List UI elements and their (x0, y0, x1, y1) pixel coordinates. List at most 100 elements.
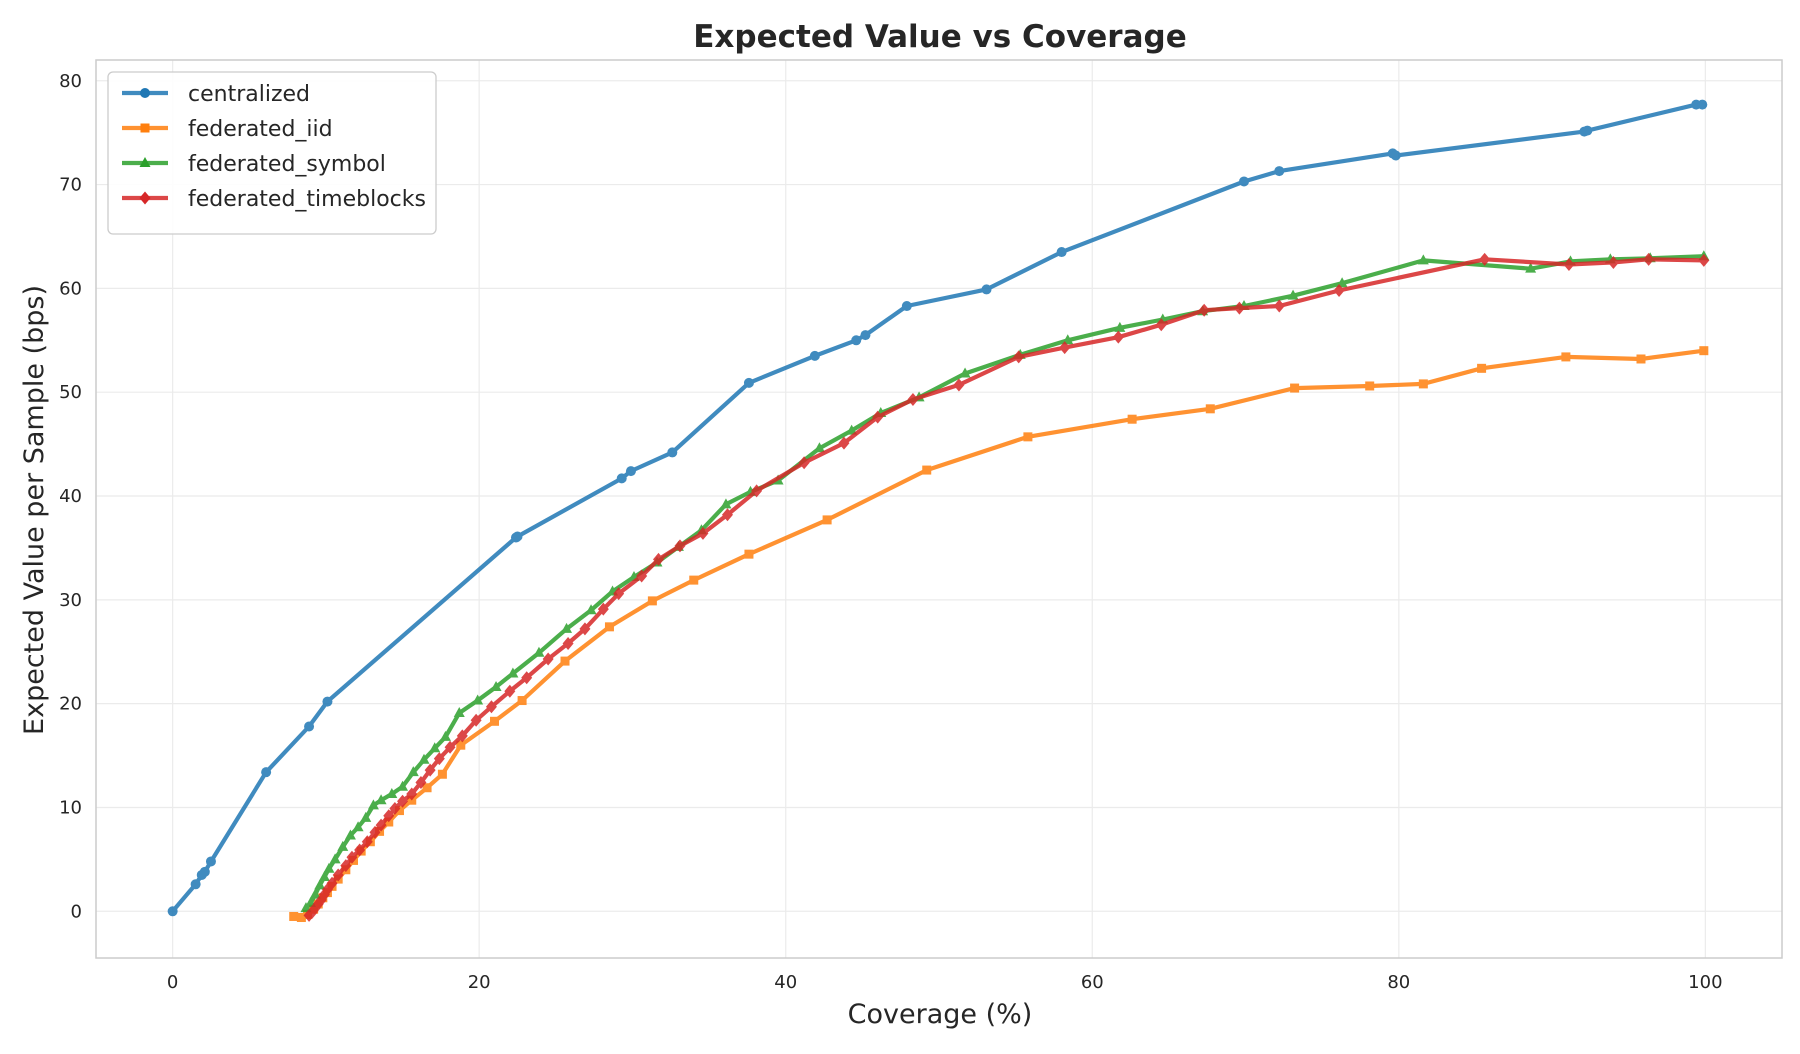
series-federated_timeblocks (303, 252, 1710, 922)
legend-label: federated_iid (188, 117, 333, 142)
data-point-federated_symbol (375, 794, 387, 805)
data-point-federated_symbol (429, 742, 441, 753)
y-tick-label: 20 (59, 694, 82, 715)
data-point-federated_symbol (1525, 262, 1537, 273)
y-tick-label: 70 (59, 175, 82, 196)
data-point-federated_symbol (367, 799, 379, 810)
data-point-federated_timeblocks (597, 602, 609, 616)
data-point-centralized (901, 301, 912, 312)
data-point-federated_timeblocks (1198, 303, 1210, 317)
data-point-centralized (167, 906, 178, 917)
data-point-federated_iid (822, 515, 832, 525)
data-point-federated_timeblocks (406, 787, 418, 801)
x-axis-label: Coverage (%) (848, 999, 1033, 1030)
data-point-federated_timeblocks (332, 868, 344, 882)
data-point-centralized (743, 377, 754, 388)
data-point-federated_timeblocks (872, 410, 884, 424)
data-point-federated_timeblocks (326, 876, 338, 890)
data-point-federated_symbol (344, 829, 356, 840)
data-point-federated_timeblocks (1563, 258, 1575, 272)
data-point-federated_timeblocks (354, 843, 366, 857)
data-point-federated_timeblocks (1155, 318, 1167, 332)
x-tick-label: 20 (468, 972, 491, 993)
data-point-federated_timeblocks (389, 802, 401, 816)
data-point-federated_timeblocks (470, 713, 482, 727)
data-point-federated_symbol (533, 646, 545, 657)
y-tick-label: 30 (59, 590, 82, 611)
legend-marker (139, 157, 151, 167)
data-point-federated_iid (1636, 354, 1646, 364)
data-point-centralized (860, 330, 871, 341)
data-point-federated_symbol (846, 424, 858, 435)
data-point-federated_symbol (386, 787, 398, 798)
legend: centralized federated_iid federated_symbol… (107, 71, 437, 235)
data-point-federated_timeblocks (907, 392, 919, 406)
data-point-federated_timeblocks (444, 740, 456, 754)
data-point-centralized (851, 335, 862, 346)
data-point-federated_iid (1418, 379, 1428, 389)
data-point-federated_symbol (323, 862, 335, 873)
data-point-federated_symbol (329, 853, 341, 864)
data-point-federated_timeblocks (798, 456, 810, 470)
legend-label: federated_timeblocks (188, 187, 426, 212)
data-point-centralized (1239, 176, 1250, 187)
data-point-federated_timeblocks (697, 526, 709, 540)
data-point-federated_timeblocks (542, 652, 554, 666)
data-point-federated_iid (689, 575, 699, 585)
x-tick-label: 40 (774, 972, 797, 993)
data-point-federated_timeblocks (397, 794, 409, 808)
data-point-federated_symbol (720, 498, 732, 509)
data-point-centralized (304, 721, 315, 732)
data-point-federated_timeblocks (721, 508, 733, 522)
data-point-federated_iid (647, 596, 657, 606)
data-point-federated_timeblocks (579, 622, 591, 636)
data-point-federated_iid (1477, 363, 1487, 373)
data-point-federated_symbol (360, 811, 372, 822)
data-point-centralized (616, 473, 627, 484)
data-point-federated_symbol (337, 840, 349, 851)
legend-item-federated_iid: federated_iid (122, 117, 333, 142)
data-point-centralized (205, 856, 216, 867)
data-point-federated_timeblocks (456, 729, 468, 743)
data-point-federated_timeblocks (383, 809, 395, 823)
data-point-federated_timeblocks (1112, 330, 1124, 344)
data-point-centralized (512, 531, 523, 542)
data-point-federated_timeblocks (415, 776, 427, 790)
data-point-federated_timeblocks (504, 684, 516, 698)
data-point-federated_timeblocks (636, 569, 648, 583)
data-point-federated_iid (1023, 432, 1033, 442)
data-point-federated_symbol (352, 821, 364, 832)
data-point-federated_symbol (490, 681, 502, 692)
y-tick-label: 10 (59, 797, 82, 818)
data-point-centralized (625, 466, 636, 477)
data-point-federated_timeblocks (1698, 253, 1710, 267)
legend-box (107, 71, 437, 235)
x-tick-label: 60 (1081, 972, 1104, 993)
data-point-centralized (1274, 166, 1285, 177)
data-point-centralized (1390, 150, 1401, 161)
data-point-federated_iid (490, 716, 500, 726)
plot-frame (95, 59, 1783, 959)
data-point-federated_iid (296, 913, 306, 923)
data-point-federated_timeblocks (674, 539, 686, 553)
data-point-centralized (981, 284, 992, 295)
legend-item-centralized: centralized (122, 82, 310, 107)
data-point-federated_iid (1365, 381, 1375, 391)
legend-item-federated_symbol: federated_symbol (122, 152, 386, 177)
data-point-federated_timeblocks (521, 671, 533, 685)
data-point-federated_timeblocks (1643, 252, 1655, 266)
legend-item-federated_timeblocks: federated_timeblocks (122, 187, 426, 212)
data-point-federated_timeblocks (1233, 301, 1245, 315)
data-point-federated_timeblocks (321, 882, 333, 896)
data-point-federated_timeblocks (424, 763, 436, 777)
data-point-centralized (322, 696, 333, 707)
data-point-federated_timeblocks (1059, 341, 1071, 355)
data-point-federated_timeblocks (1479, 252, 1491, 266)
y-tick-label: 40 (59, 486, 82, 507)
x-tick-label: 0 (167, 972, 178, 993)
data-point-centralized (809, 350, 820, 361)
data-point-federated_symbol (397, 780, 409, 791)
data-point-federated_symbol (418, 753, 430, 764)
data-point-federated_symbol (318, 871, 330, 882)
